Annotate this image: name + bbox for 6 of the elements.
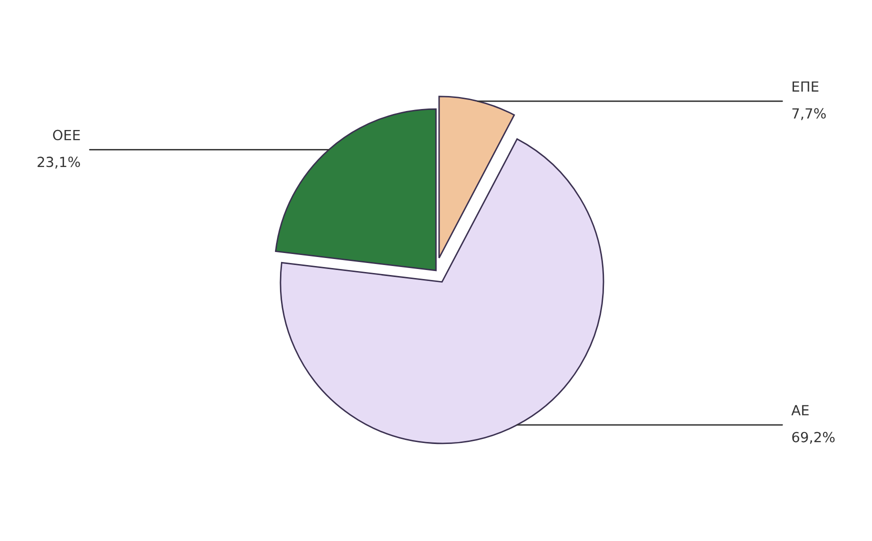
slice-label: ΕΠΕ xyxy=(792,81,818,92)
slice-label: ΟΕΕ xyxy=(53,130,80,140)
data-label: 69,2% xyxy=(792,432,835,444)
data-label: 7,7% xyxy=(792,108,826,120)
data-label: 23,1% xyxy=(38,156,80,169)
slice-label: ΑΕ xyxy=(791,405,809,416)
